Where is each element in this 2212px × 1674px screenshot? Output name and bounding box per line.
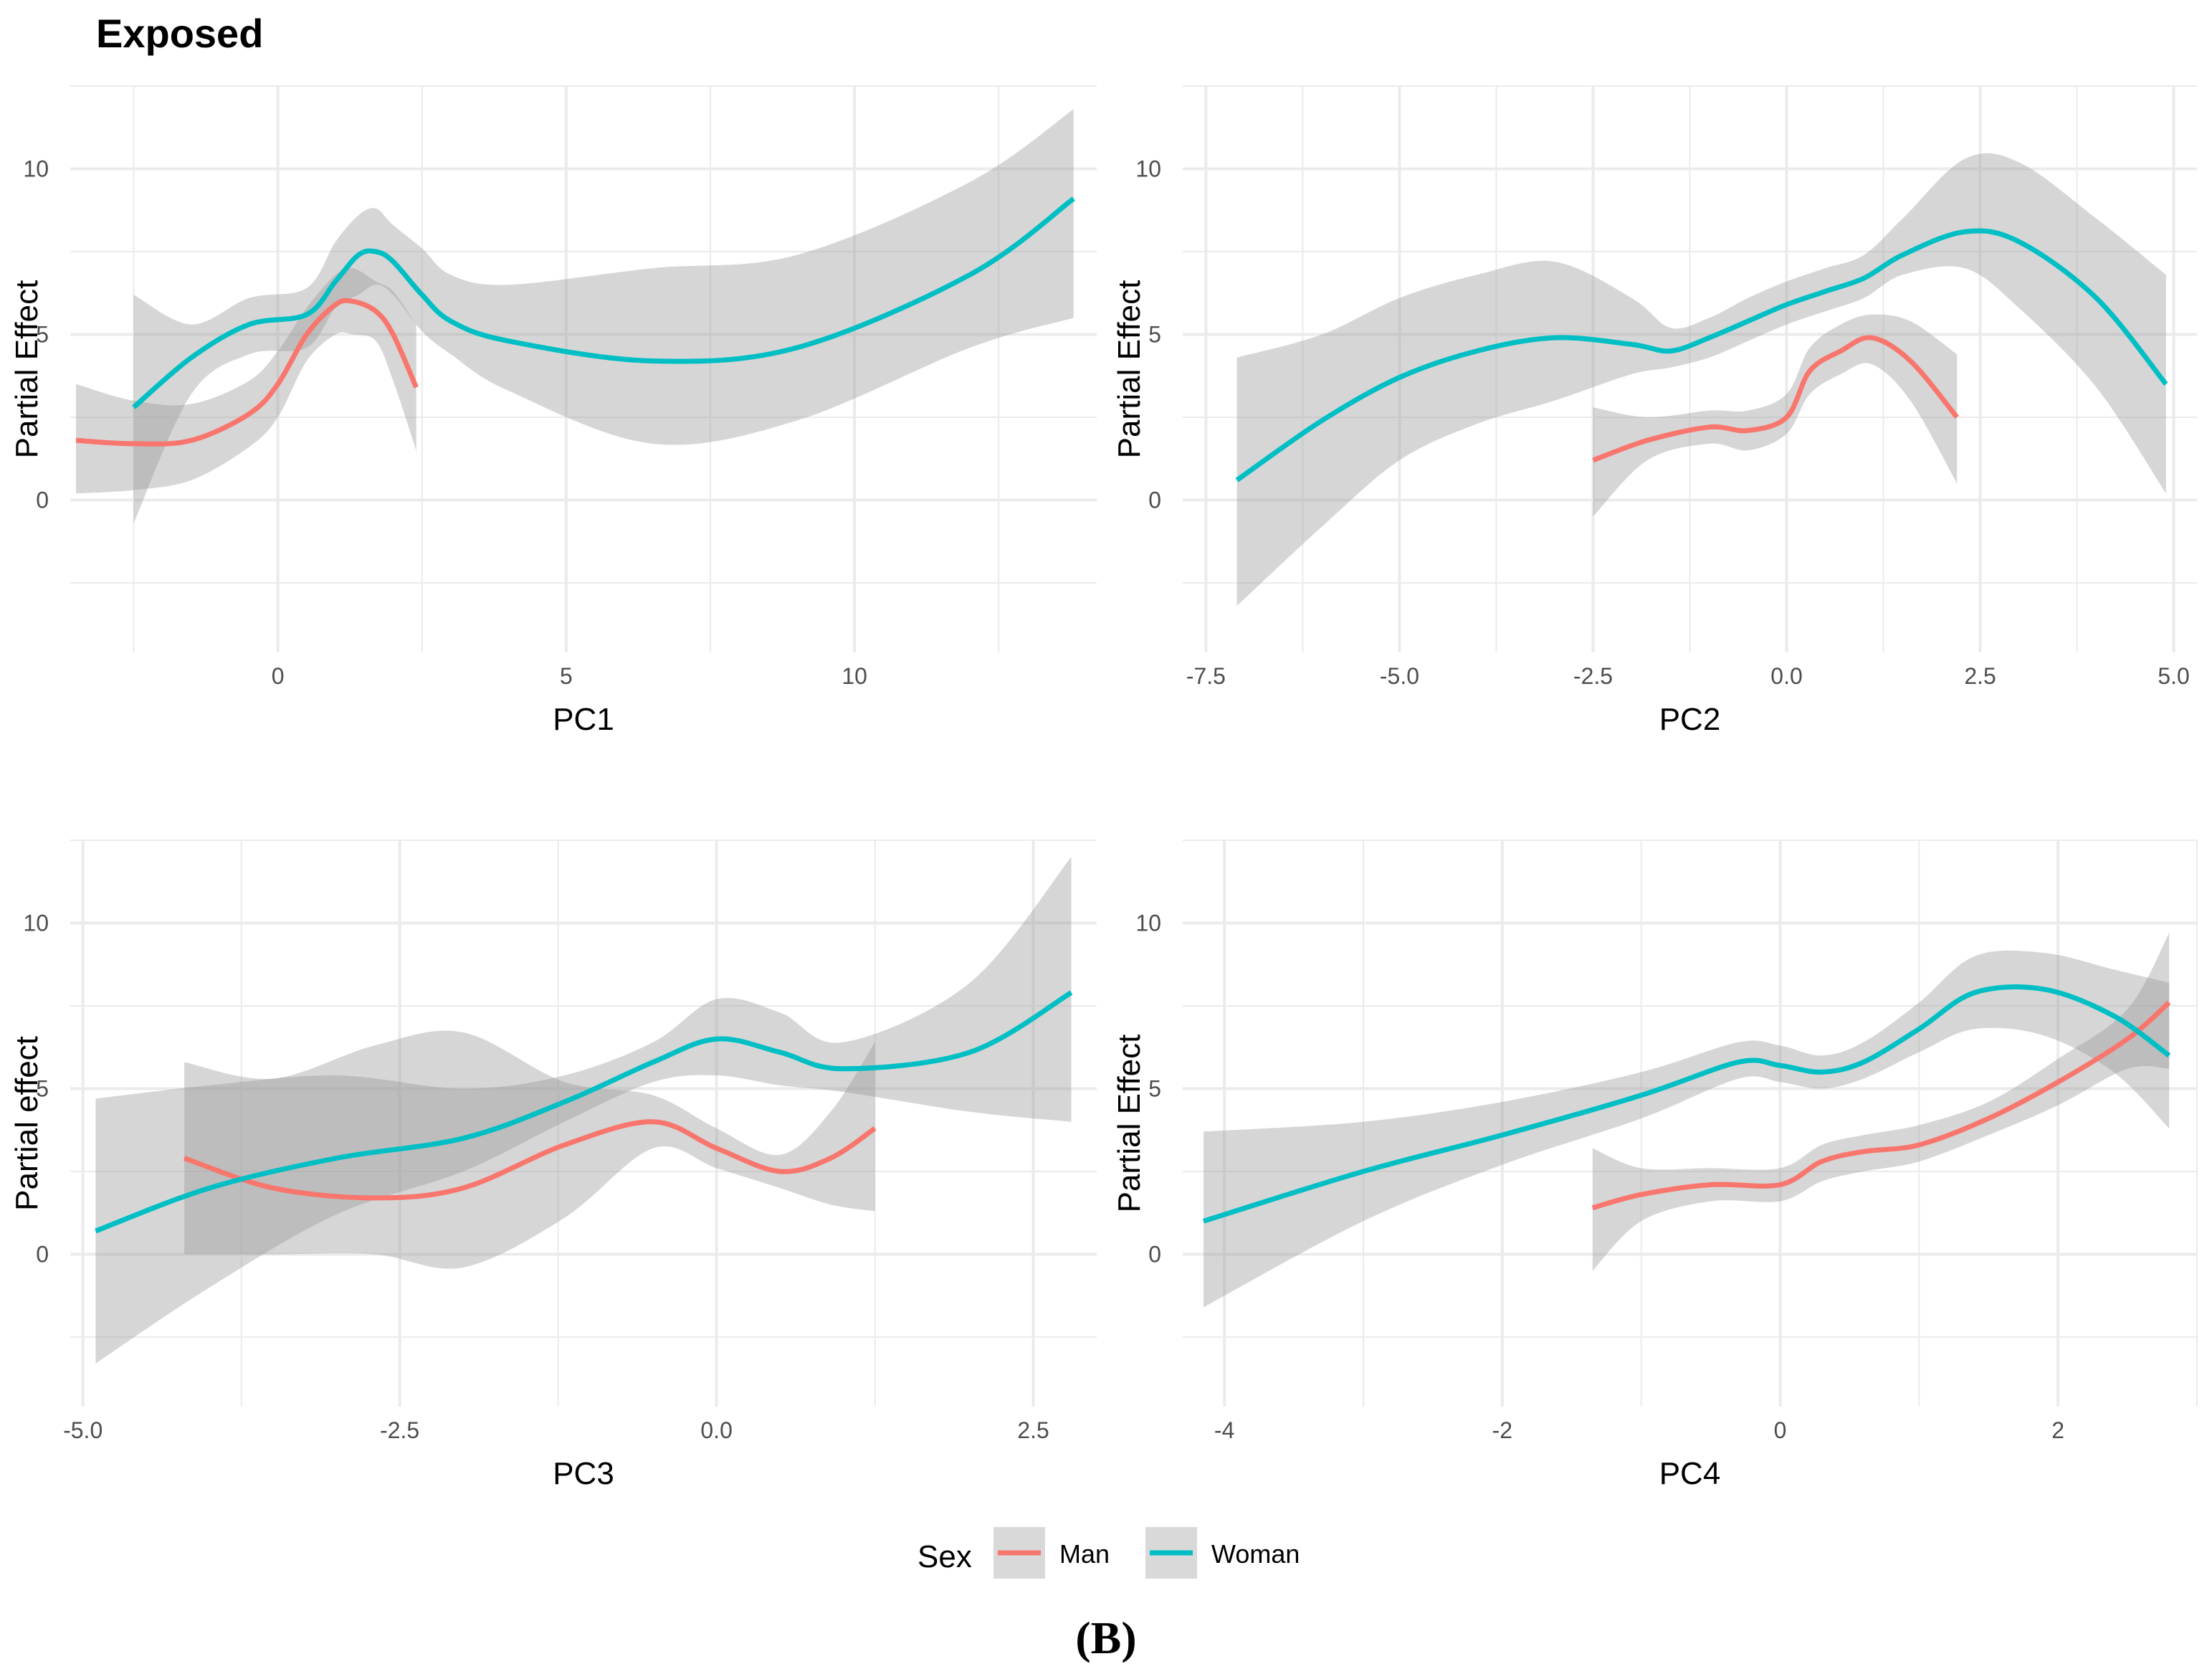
- y-tick-label: 10: [1135, 156, 1161, 181]
- x-tick-label: -5.0: [1380, 663, 1419, 689]
- x-tick-label: 0.0: [1770, 663, 1802, 689]
- confidence-band-woman: [1236, 153, 2166, 607]
- y-tick-label: 10: [23, 156, 49, 181]
- confidence-band-man: [1593, 314, 1958, 517]
- legend-item-woman: Woman: [1145, 1527, 1300, 1579]
- x-tick-label: 5.0: [2158, 663, 2189, 689]
- series-line-woman: [1235, 228, 2168, 482]
- figure-title: Exposed: [96, 11, 263, 56]
- y-tick-label: 5: [36, 321, 49, 347]
- y-axis-label: Partial Effect: [9, 280, 44, 459]
- x-axis-label: PC3: [553, 1456, 614, 1491]
- x-tick-label: 0: [1774, 1417, 1787, 1443]
- x-tick-label: 0: [272, 663, 285, 689]
- legend-title: Sex: [917, 1539, 972, 1574]
- x-tick-label: -2.5: [1573, 663, 1613, 689]
- x-axis-label: PC2: [1659, 702, 1721, 737]
- x-tick-label: 0.0: [700, 1417, 732, 1443]
- legend-label-man: Man: [1059, 1539, 1110, 1569]
- y-tick-label: 0: [36, 1241, 49, 1267]
- panel-pc3: -5.0 -2.5 0.0 2.5 0 5 10 PC3 Partial effect: [9, 840, 1097, 1491]
- confidence-band-man: [184, 1030, 875, 1269]
- series-line-woman: [132, 196, 1075, 409]
- x-tick-label: 2.5: [1017, 1417, 1049, 1443]
- x-tick-label: -7.5: [1186, 663, 1226, 689]
- confidence-band-woman: [1203, 950, 2170, 1308]
- x-tick-label: 10: [842, 663, 867, 689]
- y-tick-label: 0: [36, 487, 49, 513]
- x-tick-label: 2: [2051, 1417, 2064, 1443]
- legend-item-man: Man: [993, 1527, 1110, 1579]
- series-line-man: [1591, 1000, 2171, 1211]
- series-line-woman: [1203, 984, 2171, 1224]
- y-tick-label: 10: [1135, 910, 1161, 936]
- legend: Sex Man Woman: [917, 1527, 1300, 1579]
- y-axis-label: Partial Effect: [1112, 1035, 1147, 1213]
- y-tick-label: 5: [1148, 1075, 1161, 1101]
- x-tick-label: -2: [1492, 1417, 1512, 1443]
- x-tick-label: -4: [1214, 1417, 1234, 1443]
- panel-pc2: -7.5 -5.0 -2.5 0.0 2.5 5.0 0 5 10 PC2 Partial Effe…: [1112, 85, 2197, 737]
- y-tick-label: 0: [1148, 487, 1161, 513]
- confidence-band-woman: [133, 109, 1074, 523]
- series-line-man: [1592, 335, 1959, 463]
- series-line-man: [183, 1119, 877, 1201]
- x-axis-label: PC1: [553, 702, 614, 737]
- legend-label-woman: Woman: [1211, 1539, 1300, 1569]
- confidence-band-man: [76, 267, 416, 494]
- series-line-man: [75, 298, 419, 447]
- panel-pc1: 0 5 10 0 5 10 PC1 Partial Effect: [9, 85, 1097, 737]
- series-line-woman: [95, 990, 1073, 1234]
- y-axis-label: Partial Effect: [1112, 280, 1147, 459]
- panel-pc4: -4 -2 0 2 0 5 10 PC4 Partial Effect: [1112, 840, 2198, 1491]
- y-tick-label: 5: [36, 1075, 49, 1101]
- x-tick-label: 2.5: [1964, 663, 1996, 689]
- x-tick-label: -2.5: [380, 1417, 419, 1443]
- x-tick-label: -5.0: [63, 1417, 103, 1443]
- y-tick-label: 0: [1148, 1241, 1161, 1267]
- x-tick-label: 5: [560, 663, 573, 689]
- y-tick-label: 5: [1148, 321, 1161, 347]
- x-axis-label: PC4: [1659, 1456, 1721, 1491]
- y-tick-label: 10: [23, 910, 49, 936]
- figure-caption: (B): [1075, 1612, 1136, 1663]
- confidence-band-woman: [95, 857, 1072, 1364]
- y-axis-label: Partial effect: [9, 1036, 44, 1211]
